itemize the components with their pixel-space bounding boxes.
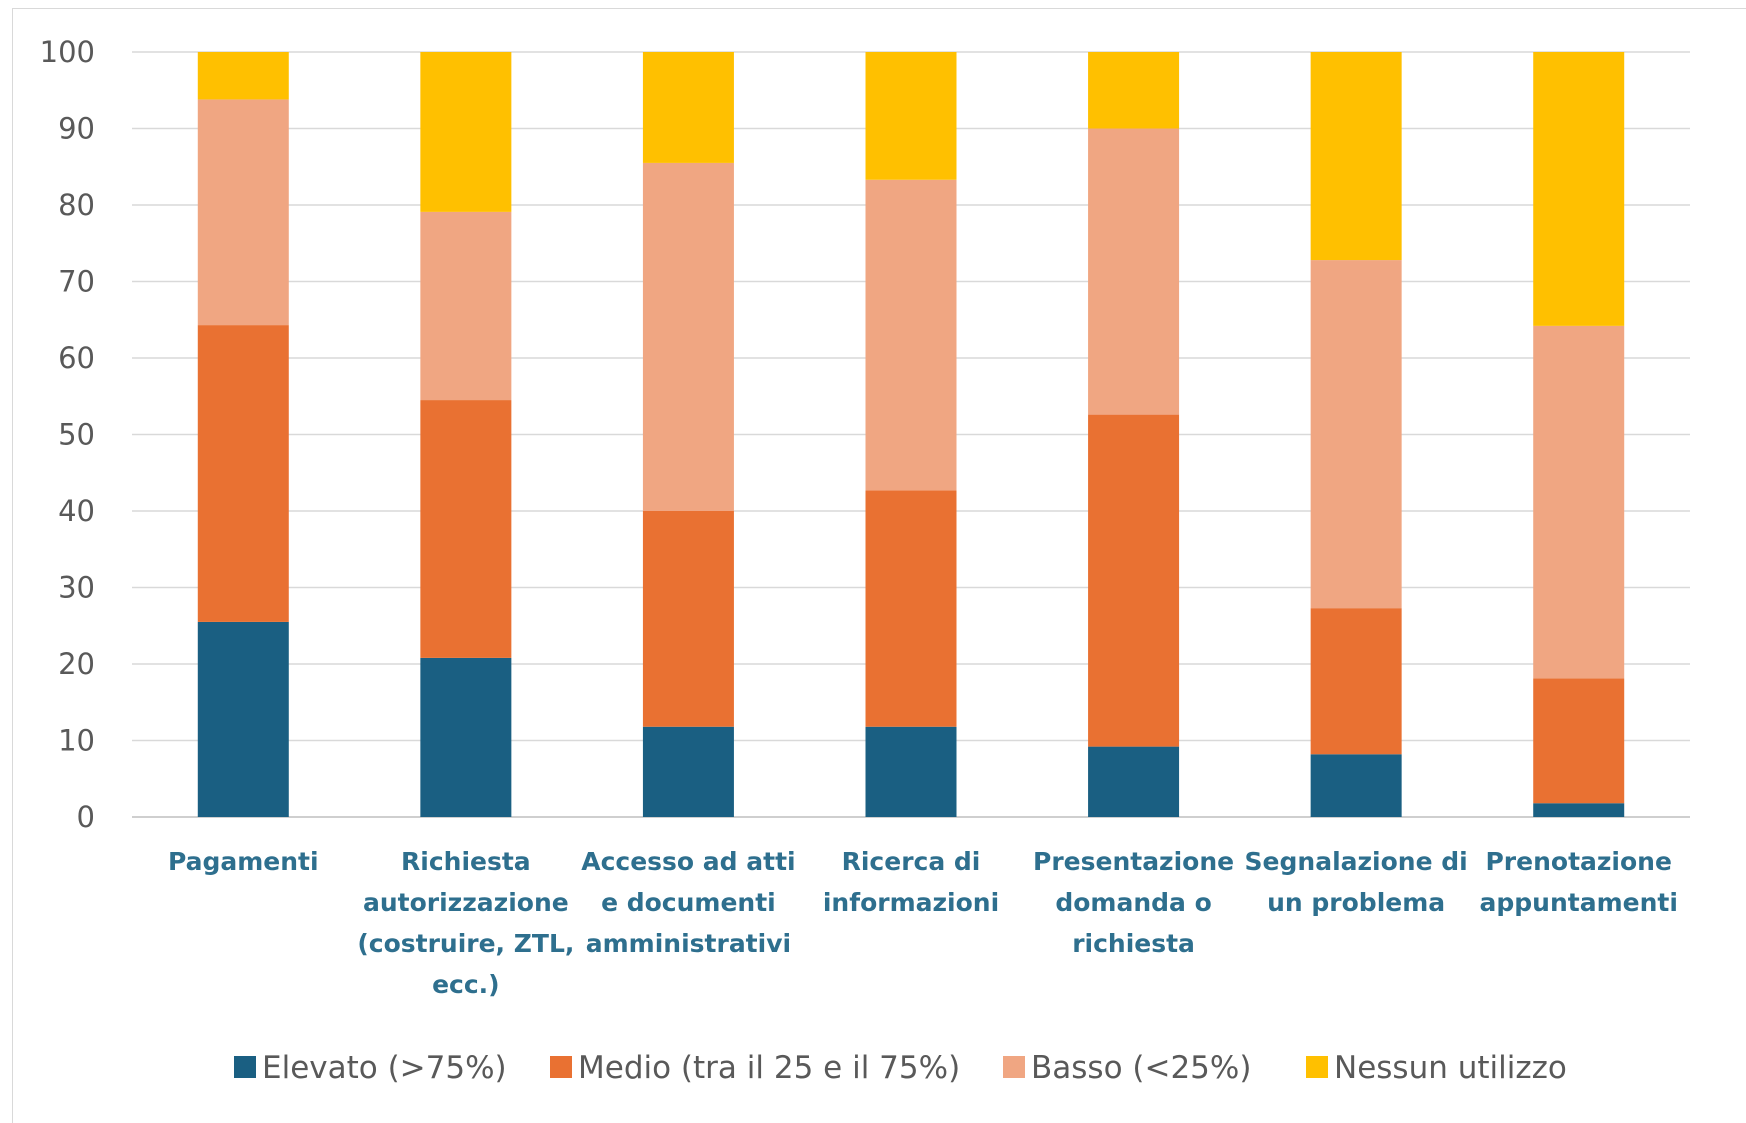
x-category-label: autorizzazione — [363, 888, 569, 917]
x-category-label: e documenti — [601, 888, 776, 917]
bar-segment — [1088, 52, 1180, 129]
x-category-label: amministrativi — [586, 929, 791, 958]
bar-segment — [197, 52, 289, 100]
x-category-label: Ricerca di — [842, 847, 981, 876]
y-tick-label: 40 — [58, 494, 95, 528]
y-tick-label: 30 — [58, 571, 95, 605]
bar-segment — [1310, 260, 1402, 609]
y-axis-ticks: 0 10 20 30 40 50 60 70 80 90 100 — [40, 35, 95, 834]
bar-segment — [420, 52, 512, 212]
bar-segment — [1533, 52, 1625, 326]
legend-swatch — [1306, 1056, 1328, 1078]
x-category-label: (costruire, ZTL, — [357, 929, 574, 958]
bar-segment — [1088, 128, 1180, 415]
bar-segment — [642, 52, 734, 163]
y-tick-label: 50 — [58, 418, 95, 452]
x-category-label: Accesso ad atti — [581, 847, 795, 876]
legend-label: Elevato (>75%) — [262, 1050, 507, 1086]
x-axis-labels: Pagamenti Richiesta autorizzazione (costrui… — [168, 847, 1678, 999]
bars — [197, 52, 1625, 817]
x-category-label: domanda o — [1055, 888, 1211, 917]
bar-segment — [865, 52, 957, 180]
bar-segment — [197, 325, 289, 622]
x-category-label: un problema — [1267, 888, 1445, 917]
x-category-label: Pagamenti — [168, 847, 319, 876]
bar-segment — [642, 726, 734, 817]
bar-segment — [1533, 325, 1625, 679]
y-tick-label: 90 — [58, 112, 95, 146]
chart-frame — [12, 8, 1746, 1123]
x-category-label: Segnalazione di — [1245, 847, 1468, 876]
bar-segment — [865, 490, 957, 727]
bar-segment — [1310, 52, 1402, 261]
bar-segment — [1533, 803, 1625, 817]
y-tick-label: 60 — [58, 341, 95, 375]
y-tick-label: 10 — [58, 724, 95, 758]
x-category-label: ecc.) — [432, 970, 500, 999]
y-tick-label: 80 — [58, 188, 95, 222]
bar-segment — [420, 400, 512, 658]
legend: Elevato (>75%) Medio (tra il 25 e il 75%)… — [234, 1050, 1567, 1086]
bar-segment — [1310, 754, 1402, 817]
bar-segment — [420, 211, 512, 401]
x-category-label: Richiesta — [401, 847, 531, 876]
bar-segment — [642, 511, 734, 727]
bar-segment — [197, 621, 289, 817]
bar-segment — [1088, 414, 1180, 747]
legend-label: Nessun utilizzo — [1334, 1050, 1567, 1086]
y-tick-label: 20 — [58, 647, 95, 681]
legend-swatch — [1003, 1056, 1025, 1078]
x-category-label: Presentazione — [1033, 847, 1234, 876]
bar-segment — [865, 179, 957, 491]
x-category-label: appuntamenti — [1480, 888, 1678, 917]
bar-segment — [1310, 608, 1402, 755]
bar-segment — [642, 162, 734, 512]
y-tick-label: 0 — [77, 800, 95, 834]
bar-segment — [420, 657, 512, 817]
legend-label: Basso (<25%) — [1031, 1050, 1251, 1086]
x-category-label: informazioni — [823, 888, 999, 917]
x-category-label: Prenotazione — [1485, 847, 1671, 876]
legend-swatch — [234, 1056, 256, 1078]
bar-segment — [197, 99, 289, 326]
y-tick-label: 100 — [40, 35, 95, 69]
y-tick-label: 70 — [58, 265, 95, 299]
x-category-label: richiesta — [1072, 929, 1195, 958]
legend-label: Medio (tra il 25 e il 75%) — [578, 1050, 960, 1086]
bar-segment — [865, 726, 957, 817]
bar-segment — [1533, 678, 1625, 804]
bar-segment — [1088, 746, 1180, 817]
legend-swatch — [550, 1056, 572, 1078]
